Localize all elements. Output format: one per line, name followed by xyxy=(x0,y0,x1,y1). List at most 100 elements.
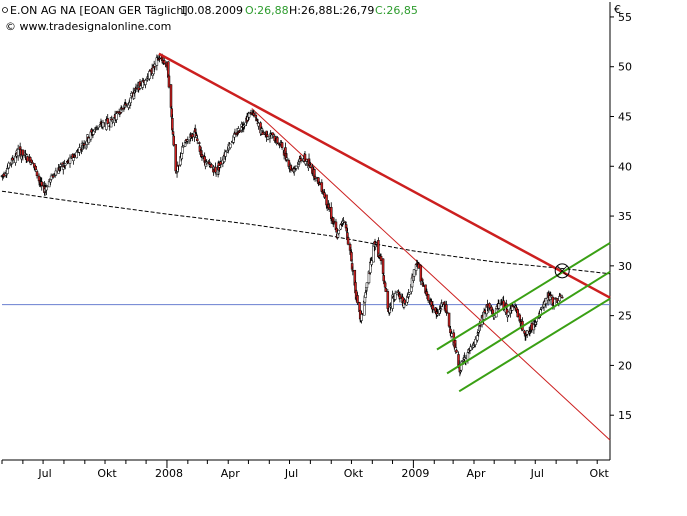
candle-body xyxy=(148,70,151,79)
candle-body xyxy=(243,124,246,127)
candle-body xyxy=(327,207,331,210)
candle-body xyxy=(271,132,274,136)
candle-body xyxy=(177,164,180,167)
x-tick-label: Jul xyxy=(37,467,51,480)
candle-body xyxy=(398,294,402,299)
y-tick-label: 30 xyxy=(618,260,632,273)
candle-body xyxy=(488,303,491,309)
candle-body xyxy=(426,294,430,301)
chart-source-credit: © www.tradesignalonline.com xyxy=(5,20,171,33)
candle-body xyxy=(181,145,185,148)
candle-body xyxy=(450,333,454,337)
candle-body xyxy=(476,335,479,341)
currency-label: € xyxy=(614,3,621,16)
candle-body xyxy=(325,194,328,206)
candle-body xyxy=(360,314,363,321)
candle-body xyxy=(167,75,171,88)
candle-body xyxy=(549,294,552,296)
candle-body xyxy=(309,164,312,168)
candle-body xyxy=(337,230,340,234)
candle-body xyxy=(558,294,562,297)
candle-body xyxy=(523,330,526,334)
candle-body xyxy=(214,172,218,175)
x-tick-label: 2009 xyxy=(401,467,429,480)
candle-body xyxy=(364,292,367,298)
candle-body xyxy=(379,255,383,261)
candle-body xyxy=(148,70,152,72)
candle-body xyxy=(68,157,72,164)
candle-body xyxy=(172,135,175,146)
candle-body xyxy=(318,182,322,186)
x-tick-label: Apr xyxy=(221,467,241,480)
candle-body xyxy=(374,244,377,248)
y-tick-label: 50 xyxy=(618,61,632,74)
candle-body xyxy=(16,148,20,157)
y-tick-label: 40 xyxy=(618,160,632,173)
candle-body xyxy=(14,155,17,163)
candle-body xyxy=(92,130,95,135)
candle-body xyxy=(229,143,232,148)
intersection-marker xyxy=(554,263,570,279)
candle-body xyxy=(144,80,147,85)
candle-body xyxy=(247,113,251,118)
candle-body xyxy=(12,160,15,163)
candle-body xyxy=(447,312,451,327)
candle-body xyxy=(412,269,416,277)
chart-header-open: O:26,88 xyxy=(245,4,289,17)
candle-body xyxy=(518,314,522,322)
candles xyxy=(0,53,564,377)
candle-body xyxy=(436,313,439,316)
candle-body xyxy=(360,313,364,315)
candle-body xyxy=(198,142,201,144)
candle-body xyxy=(478,325,482,327)
candle-body xyxy=(445,311,449,314)
candle-body xyxy=(381,258,385,274)
candle-body xyxy=(403,299,406,304)
candle-body xyxy=(560,296,564,299)
axes: 15 20 25 30 35 40 45 50 55 Jul Okt 2008 Apr Jul Okt 200… xyxy=(1,11,632,480)
candle-body xyxy=(174,144,177,172)
candle-body xyxy=(558,296,561,301)
candle-body xyxy=(73,155,76,158)
candle-body xyxy=(115,113,118,120)
candle-body xyxy=(233,132,237,135)
candle-body xyxy=(72,157,75,161)
candle-body xyxy=(351,269,355,272)
candle-body xyxy=(511,305,515,307)
candle-body xyxy=(431,304,435,310)
candle-body xyxy=(323,192,326,198)
chart-header-low: L:26,79 xyxy=(333,4,374,17)
candle-body xyxy=(214,166,217,173)
intersection-marker-cross xyxy=(556,265,568,277)
candle-body xyxy=(386,291,390,309)
candle-body xyxy=(356,295,359,304)
candle-body xyxy=(158,57,161,60)
candle-body xyxy=(40,181,43,187)
candle-body xyxy=(155,57,159,66)
channel-upper-line xyxy=(436,242,611,351)
candle-body xyxy=(87,137,91,143)
candle-body xyxy=(54,170,58,176)
y-tick-label: 35 xyxy=(618,210,632,223)
candle-body xyxy=(332,220,336,223)
candle-body xyxy=(111,119,114,122)
plot-background xyxy=(2,2,610,460)
candle-body xyxy=(163,60,166,64)
channel-lower-line xyxy=(458,297,611,393)
candle-body xyxy=(252,112,256,116)
candle-body xyxy=(219,161,223,165)
candle-body xyxy=(342,220,345,222)
candle-body xyxy=(384,288,388,292)
candle-body xyxy=(106,118,109,124)
x-tick-label: Jul xyxy=(530,467,544,480)
candle-body xyxy=(45,186,48,191)
candle-body xyxy=(393,293,397,300)
candle-body xyxy=(441,302,444,305)
candle-body xyxy=(200,154,204,157)
candle-body xyxy=(483,310,487,313)
candle-body xyxy=(261,131,265,133)
y-tick-label: 25 xyxy=(618,310,632,323)
candle-body xyxy=(285,157,289,160)
candle-body xyxy=(129,97,132,104)
